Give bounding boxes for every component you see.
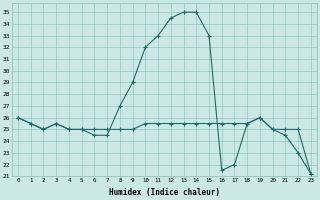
X-axis label: Humidex (Indice chaleur): Humidex (Indice chaleur) [109, 188, 220, 197]
